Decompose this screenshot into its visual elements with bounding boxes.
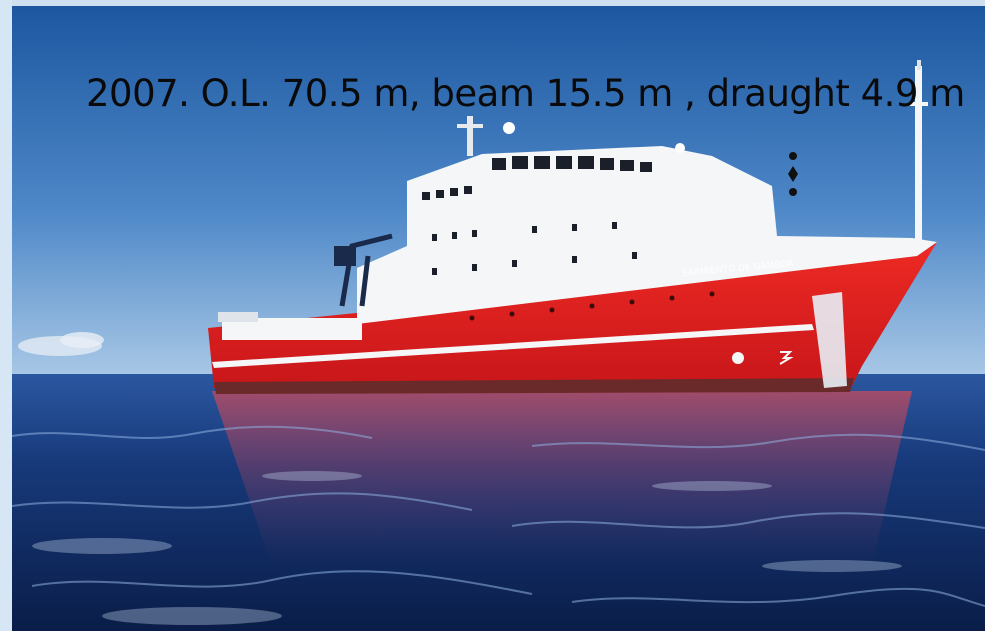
bow-wave	[812, 292, 847, 388]
waves	[12, 425, 985, 607]
slide-left-margin	[0, 0, 12, 631]
fore-mast	[915, 66, 922, 242]
bridge-windows	[492, 156, 652, 172]
caption: 2007. O.L. 70.5 m, beam 15.5 m , draught…	[86, 72, 965, 115]
hull-reflection	[212, 391, 912, 566]
superstructure	[357, 146, 937, 324]
day-shapes	[788, 152, 798, 196]
ship-photo-drawing: SARMIENTO DE GAMBOA	[12, 6, 985, 631]
bow-thruster-mark	[732, 352, 744, 364]
ship-photo: SARMIENTO DE GAMBOA	[12, 6, 985, 631]
radar-mast	[467, 116, 473, 156]
wave-crests	[32, 471, 902, 625]
portholes	[422, 186, 637, 275]
